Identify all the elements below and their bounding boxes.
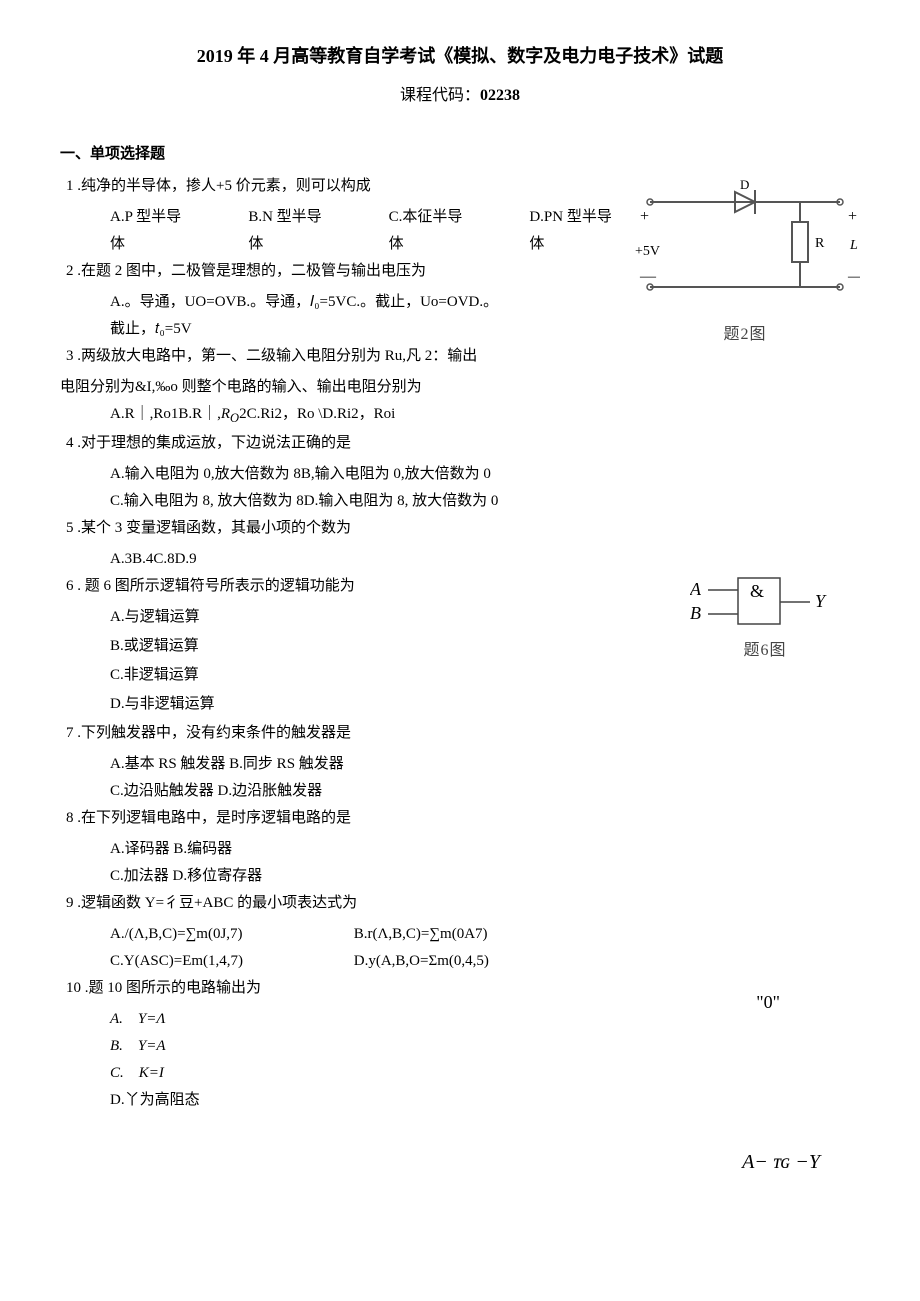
figure-6-caption: 题6图 — [690, 637, 840, 666]
q6-opt-c: C.非逻辑运算 — [110, 662, 860, 689]
question-1: 1 .纯净的半导体，掺人+5 价元素，则可以构成 — [88, 173, 860, 200]
q5-stem: .某个 3 变量逻辑函数，其最小项的个数为 — [77, 520, 351, 536]
q6-num: 6 — [66, 578, 74, 594]
question-3-line1: 3 .两级放大电路中，第一、二级输入电阻分别为 Ru,凡 2：输出 — [88, 343, 860, 370]
q1-opt-c: C.本征半导体 — [389, 204, 470, 258]
question-3-line2: 电阻分别为&I,‰o 则整个电路的输入、输出电阻分别为 — [60, 374, 860, 401]
q7-line2: C.边沿贴触发器 D.边沿胀触发器 — [110, 778, 860, 805]
q4-line2: C.输入电阻为 8, 放大倍数为 8D.输入电阻为 8, 放大倍数为 0 — [110, 488, 860, 515]
q2-num: 2 — [66, 263, 74, 279]
q9-row2: C.Y(ASC)=Em(1,4,7) D.y(A,B,O=Σm(0,4,5) — [110, 948, 860, 975]
q10-opt-c: C. K=I — [110, 1060, 860, 1087]
q4-num: 4 — [66, 435, 74, 451]
q8-stem: .在下列逻辑电路中，是时序逻辑电路的是 — [77, 810, 351, 826]
q4-line1: A.输入电阻为 0,放大倍数为 8B,输入电阻为 0,放大倍数为 0 — [110, 461, 860, 488]
q9-opt-d: D.y(A,B,O=Σm(0,4,5) — [354, 953, 489, 969]
q9-opt-c: C.Y(ASC)=Em(1,4,7) — [110, 948, 350, 975]
q10-opt-a: A. Y=Λ — [110, 1006, 860, 1033]
fig6-B: B — [690, 603, 701, 623]
q9-opt-a: A./(Λ,B,C)=∑m(0J,7) — [110, 921, 350, 948]
q10-opt-d: D.丫为高阻态 — [110, 1087, 860, 1114]
load-label: L — [849, 238, 858, 253]
question-9: 9 .逻辑函数 Y=彳豆+ABC 的最小项表达式为 — [88, 890, 860, 917]
q9-num: 9 — [66, 895, 74, 911]
plus-left-top: + — [640, 208, 649, 225]
q3-stem1: .两级放大电路中，第一、二级输入电阻分别为 Ru,凡 2：输出 — [77, 348, 477, 364]
source-label: +5V — [635, 244, 660, 259]
q5-num: 5 — [66, 520, 74, 536]
figure-10-equation: A− ᴛɢ −Y — [742, 1144, 820, 1180]
q1-opt-d: D.PN 型半导体 — [529, 204, 618, 258]
q4-stem: .对于理想的集成运放，下边说法正确的是 — [77, 435, 351, 451]
plus-right-top: + — [848, 208, 857, 225]
course-code-prefix: 课程代码： — [400, 87, 480, 104]
q1-opt-b: B.N 型半导体 — [248, 204, 328, 258]
question-2: 2 .在题 2 图中，二极管是理想的，二极管与输出电压为 — [88, 258, 860, 285]
q5-options: A.3B.4C.8D.9 — [110, 546, 860, 573]
q1-options: A.P 型半导体 B.N 型半导体 C.本征半导体 D.PN 型半导体 — [110, 204, 618, 258]
q9-row1: A./(Λ,B,C)=∑m(0J,7) B.r(Λ,B,C)=∑m(0A7) — [110, 921, 860, 948]
q7-num: 7 — [66, 725, 74, 741]
q8-line1: A.译码器 B.编码器 — [110, 836, 860, 863]
q10-opt-b: B. Y=A — [110, 1033, 860, 1060]
exam-title: 2019 年 4 月高等教育自学考试《模拟、数字及电力电子技术》试题 — [60, 40, 860, 72]
question-6: 6 . 题 6 图所示逻辑符号所表示的逻辑功能为 — [88, 573, 860, 600]
q3-opt-tail: 2C.Ri2，Ro \D.Ri2，Roi — [239, 406, 395, 422]
question-5: 5 .某个 3 变量逻辑函数，其最小项的个数为 — [88, 515, 860, 542]
q3-R-sub: O — [230, 411, 239, 425]
q8-num: 8 — [66, 810, 74, 826]
q3-options: A.R｜,Ro1B.R｜,RO2C.Ri2，Ro \D.Ri2，Roi — [110, 401, 860, 430]
q3-R: R — [221, 406, 230, 422]
q3-opt-prefix: A.R｜,Ro1B.R｜, — [110, 406, 221, 422]
q7-line1: A.基本 RS 触发器 B.同步 RS 触发器 — [110, 751, 860, 778]
q7-stem: .下列触发器中，没有约束条件的触发器是 — [77, 725, 351, 741]
q6-stem: . 题 6 图所示逻辑符号所表示的逻辑功能为 — [74, 578, 355, 594]
q9-stem: .逻辑函数 Y=彳豆+ABC 的最小项表达式为 — [77, 895, 357, 911]
question-7: 7 .下列触发器中，没有约束条件的触发器是 — [88, 720, 860, 747]
q1-num: 1 — [66, 178, 74, 194]
q9-opt-b: B.r(Λ,B,C)=∑m(0A7) — [354, 926, 488, 942]
course-code-line: 课程代码：02238 — [60, 82, 860, 111]
q2-stem: .在题 2 图中，二极管是理想的，二极管与输出电压为 — [77, 263, 426, 279]
q10-num: 10 — [66, 980, 81, 996]
question-8: 8 .在下列逻辑电路中，是时序逻辑电路的是 — [88, 805, 860, 832]
q1-stem: .纯净的半导体，掺人+5 价元素，则可以构成 — [77, 178, 370, 194]
question-10: 10 .题 10 图所示的电路输出为 — [88, 975, 860, 1002]
q8-line2: C.加法器 D.移位寄存器 — [110, 863, 860, 890]
q3-num: 3 — [66, 348, 74, 364]
q1-opt-a: A.P 型半导体 — [110, 204, 188, 258]
q10-stem: .题 10 图所示的电路输出为 — [85, 980, 261, 996]
course-code: 02238 — [480, 87, 520, 104]
section-1-heading: 一、单项选择题 — [60, 141, 860, 168]
q6-opt-d: D.与非逻辑运算 — [110, 691, 860, 718]
resistor-label: R — [815, 236, 825, 251]
question-4: 4 .对于理想的集成运放，下边说法正确的是 — [88, 430, 860, 457]
